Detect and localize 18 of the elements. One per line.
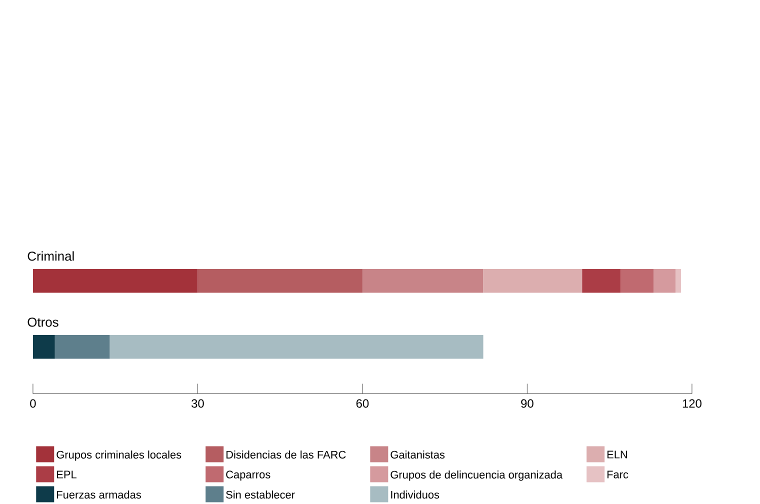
- x-tick-label: 0: [30, 399, 36, 408]
- y-tick-label: Otros: [28, 317, 58, 327]
- legend-label: Grupos criminales locales: [56, 450, 182, 461]
- legend-label: Farc: [607, 470, 628, 478]
- legend-label: Fuerzas armadas: [57, 490, 141, 498]
- x-tick-label: 60: [356, 399, 369, 408]
- x-tick-label: 120: [682, 399, 702, 408]
- legend-label: Grupos de delincuencia organizada: [390, 470, 563, 481]
- legend-label: Disidencias de las FARC: [226, 450, 346, 458]
- legend-label: EPL: [57, 470, 76, 478]
- y-tick-label: Criminal: [28, 251, 74, 261]
- x-tick-label: 30: [192, 399, 204, 408]
- legend-label: ELN: [607, 450, 627, 458]
- legend-label: Sin establecer: [226, 490, 295, 498]
- x-tick-label: 90: [521, 399, 534, 408]
- legend-label: Gaitanistas: [390, 450, 445, 458]
- legend-label: Caparros: [226, 470, 270, 480]
- legend-label: Individuos: [391, 490, 440, 498]
